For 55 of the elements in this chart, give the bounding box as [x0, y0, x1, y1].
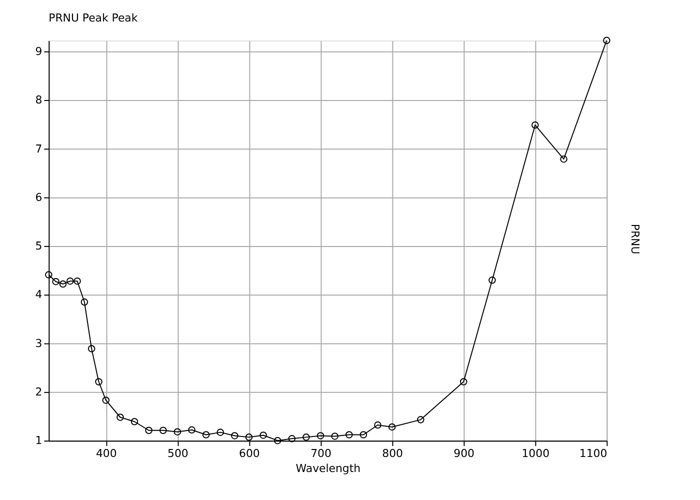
y-axis-title: PRNU [628, 224, 642, 254]
point [360, 431, 368, 438]
point [88, 345, 96, 352]
point [288, 435, 296, 442]
point [188, 426, 196, 434]
y-tick-label: 2 [35, 385, 42, 398]
point [130, 418, 138, 426]
y-tick-label: 6 [35, 190, 42, 204]
point [216, 428, 224, 436]
x-tick-label: 900 [454, 446, 475, 460]
point [260, 432, 267, 439]
point [302, 434, 310, 441]
point [374, 421, 382, 429]
point [74, 277, 81, 285]
x-tick-label: 800 [382, 446, 404, 460]
x-tick-label: 500 [168, 446, 188, 460]
point [603, 36, 610, 44]
x-tick-label: 400 [96, 446, 117, 460]
point [417, 416, 424, 424]
point [116, 414, 124, 421]
y-tick-label: 9 [35, 45, 42, 58]
point [59, 280, 67, 288]
y-tick-label: 1 [35, 434, 42, 448]
point [145, 426, 152, 434]
point [316, 432, 324, 440]
point [66, 277, 74, 285]
point [531, 121, 539, 129]
y-tick-label: 5 [35, 240, 42, 253]
x-axis-title: Wavelength [296, 462, 361, 475]
point [174, 428, 182, 436]
point [95, 378, 102, 386]
x-tick-label: 600 [239, 446, 260, 460]
point [388, 423, 396, 431]
point [345, 431, 353, 438]
point [45, 271, 52, 278]
x-tick-label: 1000 [522, 446, 550, 460]
chart-title: PRNU Peak Peak [48, 11, 138, 24]
y-tick-label: 8 [35, 94, 42, 107]
point [102, 396, 110, 404]
point [202, 431, 210, 438]
point [80, 298, 88, 306]
x-tick-label: 700 [310, 446, 332, 460]
y-tick-label: 4 [35, 288, 42, 302]
y-tick-label: 3 [35, 336, 42, 350]
point [560, 155, 568, 163]
x-tick-label: 1100 [579, 446, 608, 460]
point [331, 432, 338, 440]
point [52, 278, 60, 286]
point [231, 432, 238, 440]
y-tick-label: 7 [35, 142, 42, 156]
point [460, 378, 468, 386]
point [245, 434, 253, 441]
point [159, 426, 167, 434]
point [274, 436, 282, 444]
point [488, 276, 496, 284]
